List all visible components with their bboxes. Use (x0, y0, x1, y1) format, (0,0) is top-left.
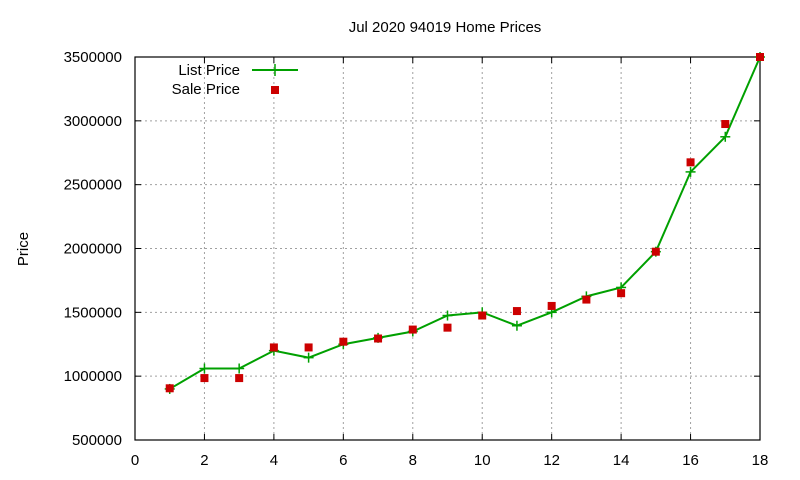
x-tick-label: 4 (270, 452, 278, 469)
y-tick-label: 3000000 (64, 113, 122, 130)
y-tick-label: 1500000 (64, 304, 122, 321)
plot-area (164, 52, 765, 394)
data-point-list-price (234, 363, 245, 374)
data-point-sale-price (165, 384, 174, 393)
y-axis-label: Price (15, 232, 32, 266)
data-point-list-price (303, 352, 314, 363)
x-tick-label: 10 (474, 452, 491, 469)
data-point-sale-price (374, 334, 383, 343)
data-point-sale-price (443, 323, 452, 332)
x-tick-label: 14 (613, 452, 630, 469)
data-point-sale-price (651, 247, 660, 256)
data-point-sale-price (512, 307, 521, 316)
data-point-sale-price (235, 374, 244, 383)
legend-marker-list-price (269, 64, 281, 76)
y-tick-label: 2000000 (64, 241, 122, 258)
x-tick-label: 0 (131, 452, 139, 469)
data-point-sale-price (617, 289, 626, 298)
y-tick-label: 1000000 (64, 368, 122, 385)
grid (135, 57, 760, 440)
chart-title: Jul 2020 94019 Home Prices (349, 19, 542, 36)
data-point-sale-price (478, 311, 487, 320)
data-point-sale-price (200, 374, 209, 383)
data-point-sale-price (269, 343, 278, 352)
data-point-sale-price (408, 325, 417, 334)
data-point-sale-price (547, 301, 556, 310)
data-point-list-price (511, 320, 522, 331)
legend-label-list-price: List Price (178, 62, 240, 79)
x-tick-label: 12 (543, 452, 560, 469)
data-point-sale-price (304, 343, 313, 352)
y-tick-label: 3500000 (64, 49, 122, 66)
data-point-list-price (442, 310, 453, 321)
data-point-list-price (199, 363, 210, 374)
data-point-list-price (685, 166, 696, 177)
data-point-sale-price (582, 295, 591, 304)
x-tick-label: 16 (682, 452, 699, 469)
data-point-list-price (720, 131, 731, 142)
data-point-sale-price (756, 53, 764, 61)
x-tick-label: 6 (339, 452, 347, 469)
x-tick-label: 8 (409, 452, 417, 469)
plot-frame (134, 56, 761, 441)
y-tick-label: 500000 (72, 432, 122, 449)
legend-marker-sale-price (271, 86, 279, 94)
legend: List Price Sale Price (172, 62, 298, 98)
data-point-sale-price (339, 337, 348, 346)
axes: 0 2 4 6 8 10 12 14 16 18 500000 1000000 1500000 20000… (64, 49, 769, 469)
series-line-list-price (169, 56, 761, 390)
x-tick-label: 18 (752, 452, 769, 469)
y-tick-label: 2500000 (64, 177, 122, 194)
legend-label-sale-price: Sale Price (172, 81, 240, 98)
x-tick-label: 2 (200, 452, 208, 469)
data-point-sale-price (721, 120, 730, 129)
data-point-sale-price (686, 158, 695, 167)
